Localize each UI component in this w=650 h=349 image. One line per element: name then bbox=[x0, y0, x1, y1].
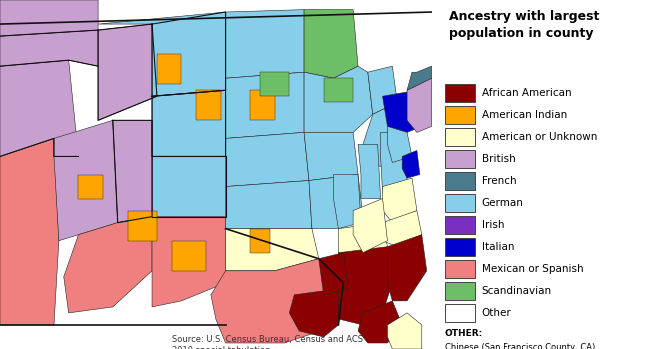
Polygon shape bbox=[250, 229, 270, 253]
Text: Italian: Italian bbox=[482, 242, 514, 252]
FancyBboxPatch shape bbox=[445, 194, 475, 212]
Polygon shape bbox=[407, 78, 432, 132]
Text: Scandinavian: Scandinavian bbox=[482, 286, 552, 296]
Polygon shape bbox=[318, 253, 348, 295]
FancyBboxPatch shape bbox=[445, 238, 475, 256]
Polygon shape bbox=[0, 139, 59, 325]
Polygon shape bbox=[304, 132, 358, 180]
Polygon shape bbox=[381, 132, 407, 193]
Polygon shape bbox=[0, 30, 98, 66]
Polygon shape bbox=[358, 144, 381, 199]
Polygon shape bbox=[333, 174, 361, 229]
Polygon shape bbox=[383, 178, 417, 223]
Polygon shape bbox=[98, 24, 157, 120]
Polygon shape bbox=[152, 156, 226, 217]
Polygon shape bbox=[324, 78, 353, 102]
Polygon shape bbox=[387, 313, 422, 349]
Polygon shape bbox=[226, 229, 318, 271]
Polygon shape bbox=[113, 120, 152, 223]
Polygon shape bbox=[383, 90, 422, 132]
Polygon shape bbox=[289, 289, 339, 337]
Text: Chinese (San Francisco County, CA): Chinese (San Francisco County, CA) bbox=[445, 343, 595, 349]
Text: American or Unknown: American or Unknown bbox=[482, 132, 597, 142]
Polygon shape bbox=[387, 235, 426, 301]
Polygon shape bbox=[304, 10, 358, 78]
Text: German: German bbox=[482, 198, 524, 208]
Text: French: French bbox=[482, 176, 517, 186]
Polygon shape bbox=[0, 0, 98, 36]
Polygon shape bbox=[157, 54, 181, 84]
Polygon shape bbox=[309, 174, 363, 229]
Polygon shape bbox=[152, 90, 226, 156]
Text: American Indian: American Indian bbox=[482, 110, 567, 120]
Text: British: British bbox=[482, 154, 515, 164]
Text: Source: U.S. Census Bureau, Census and ACS
2010 special tabulation.: Source: U.S. Census Bureau, Census and A… bbox=[172, 335, 363, 349]
FancyBboxPatch shape bbox=[445, 304, 475, 322]
FancyBboxPatch shape bbox=[445, 106, 475, 124]
Polygon shape bbox=[196, 90, 221, 120]
Polygon shape bbox=[387, 126, 412, 163]
Polygon shape bbox=[54, 120, 118, 241]
Text: OTHER:: OTHER: bbox=[445, 329, 483, 338]
FancyBboxPatch shape bbox=[445, 128, 475, 146]
Text: Other: Other bbox=[482, 308, 512, 318]
Polygon shape bbox=[402, 150, 420, 178]
Polygon shape bbox=[226, 10, 304, 78]
FancyBboxPatch shape bbox=[445, 84, 475, 102]
Polygon shape bbox=[226, 132, 309, 186]
Polygon shape bbox=[407, 66, 432, 90]
Polygon shape bbox=[333, 247, 393, 325]
Polygon shape bbox=[64, 217, 152, 313]
Text: Ancestry with largest
population in county: Ancestry with largest population in coun… bbox=[449, 10, 599, 40]
Polygon shape bbox=[172, 241, 206, 271]
FancyBboxPatch shape bbox=[445, 282, 475, 300]
Polygon shape bbox=[260, 72, 289, 96]
Polygon shape bbox=[368, 66, 397, 114]
Polygon shape bbox=[353, 199, 387, 253]
Polygon shape bbox=[339, 223, 387, 259]
Polygon shape bbox=[383, 210, 422, 247]
Polygon shape bbox=[250, 90, 275, 120]
Polygon shape bbox=[304, 66, 372, 132]
Text: Mexican or Spanish: Mexican or Spanish bbox=[482, 264, 584, 274]
FancyBboxPatch shape bbox=[445, 216, 475, 234]
FancyBboxPatch shape bbox=[445, 260, 475, 278]
FancyBboxPatch shape bbox=[445, 150, 475, 168]
Text: Irish: Irish bbox=[482, 220, 504, 230]
Polygon shape bbox=[358, 301, 402, 343]
Polygon shape bbox=[79, 174, 103, 199]
Polygon shape bbox=[98, 12, 226, 96]
Polygon shape bbox=[0, 60, 79, 156]
Polygon shape bbox=[152, 217, 226, 307]
Polygon shape bbox=[226, 72, 304, 139]
Polygon shape bbox=[363, 102, 402, 169]
Polygon shape bbox=[127, 210, 157, 241]
Polygon shape bbox=[211, 259, 343, 343]
Polygon shape bbox=[226, 180, 312, 229]
FancyBboxPatch shape bbox=[445, 172, 475, 190]
Text: African American: African American bbox=[482, 88, 571, 98]
